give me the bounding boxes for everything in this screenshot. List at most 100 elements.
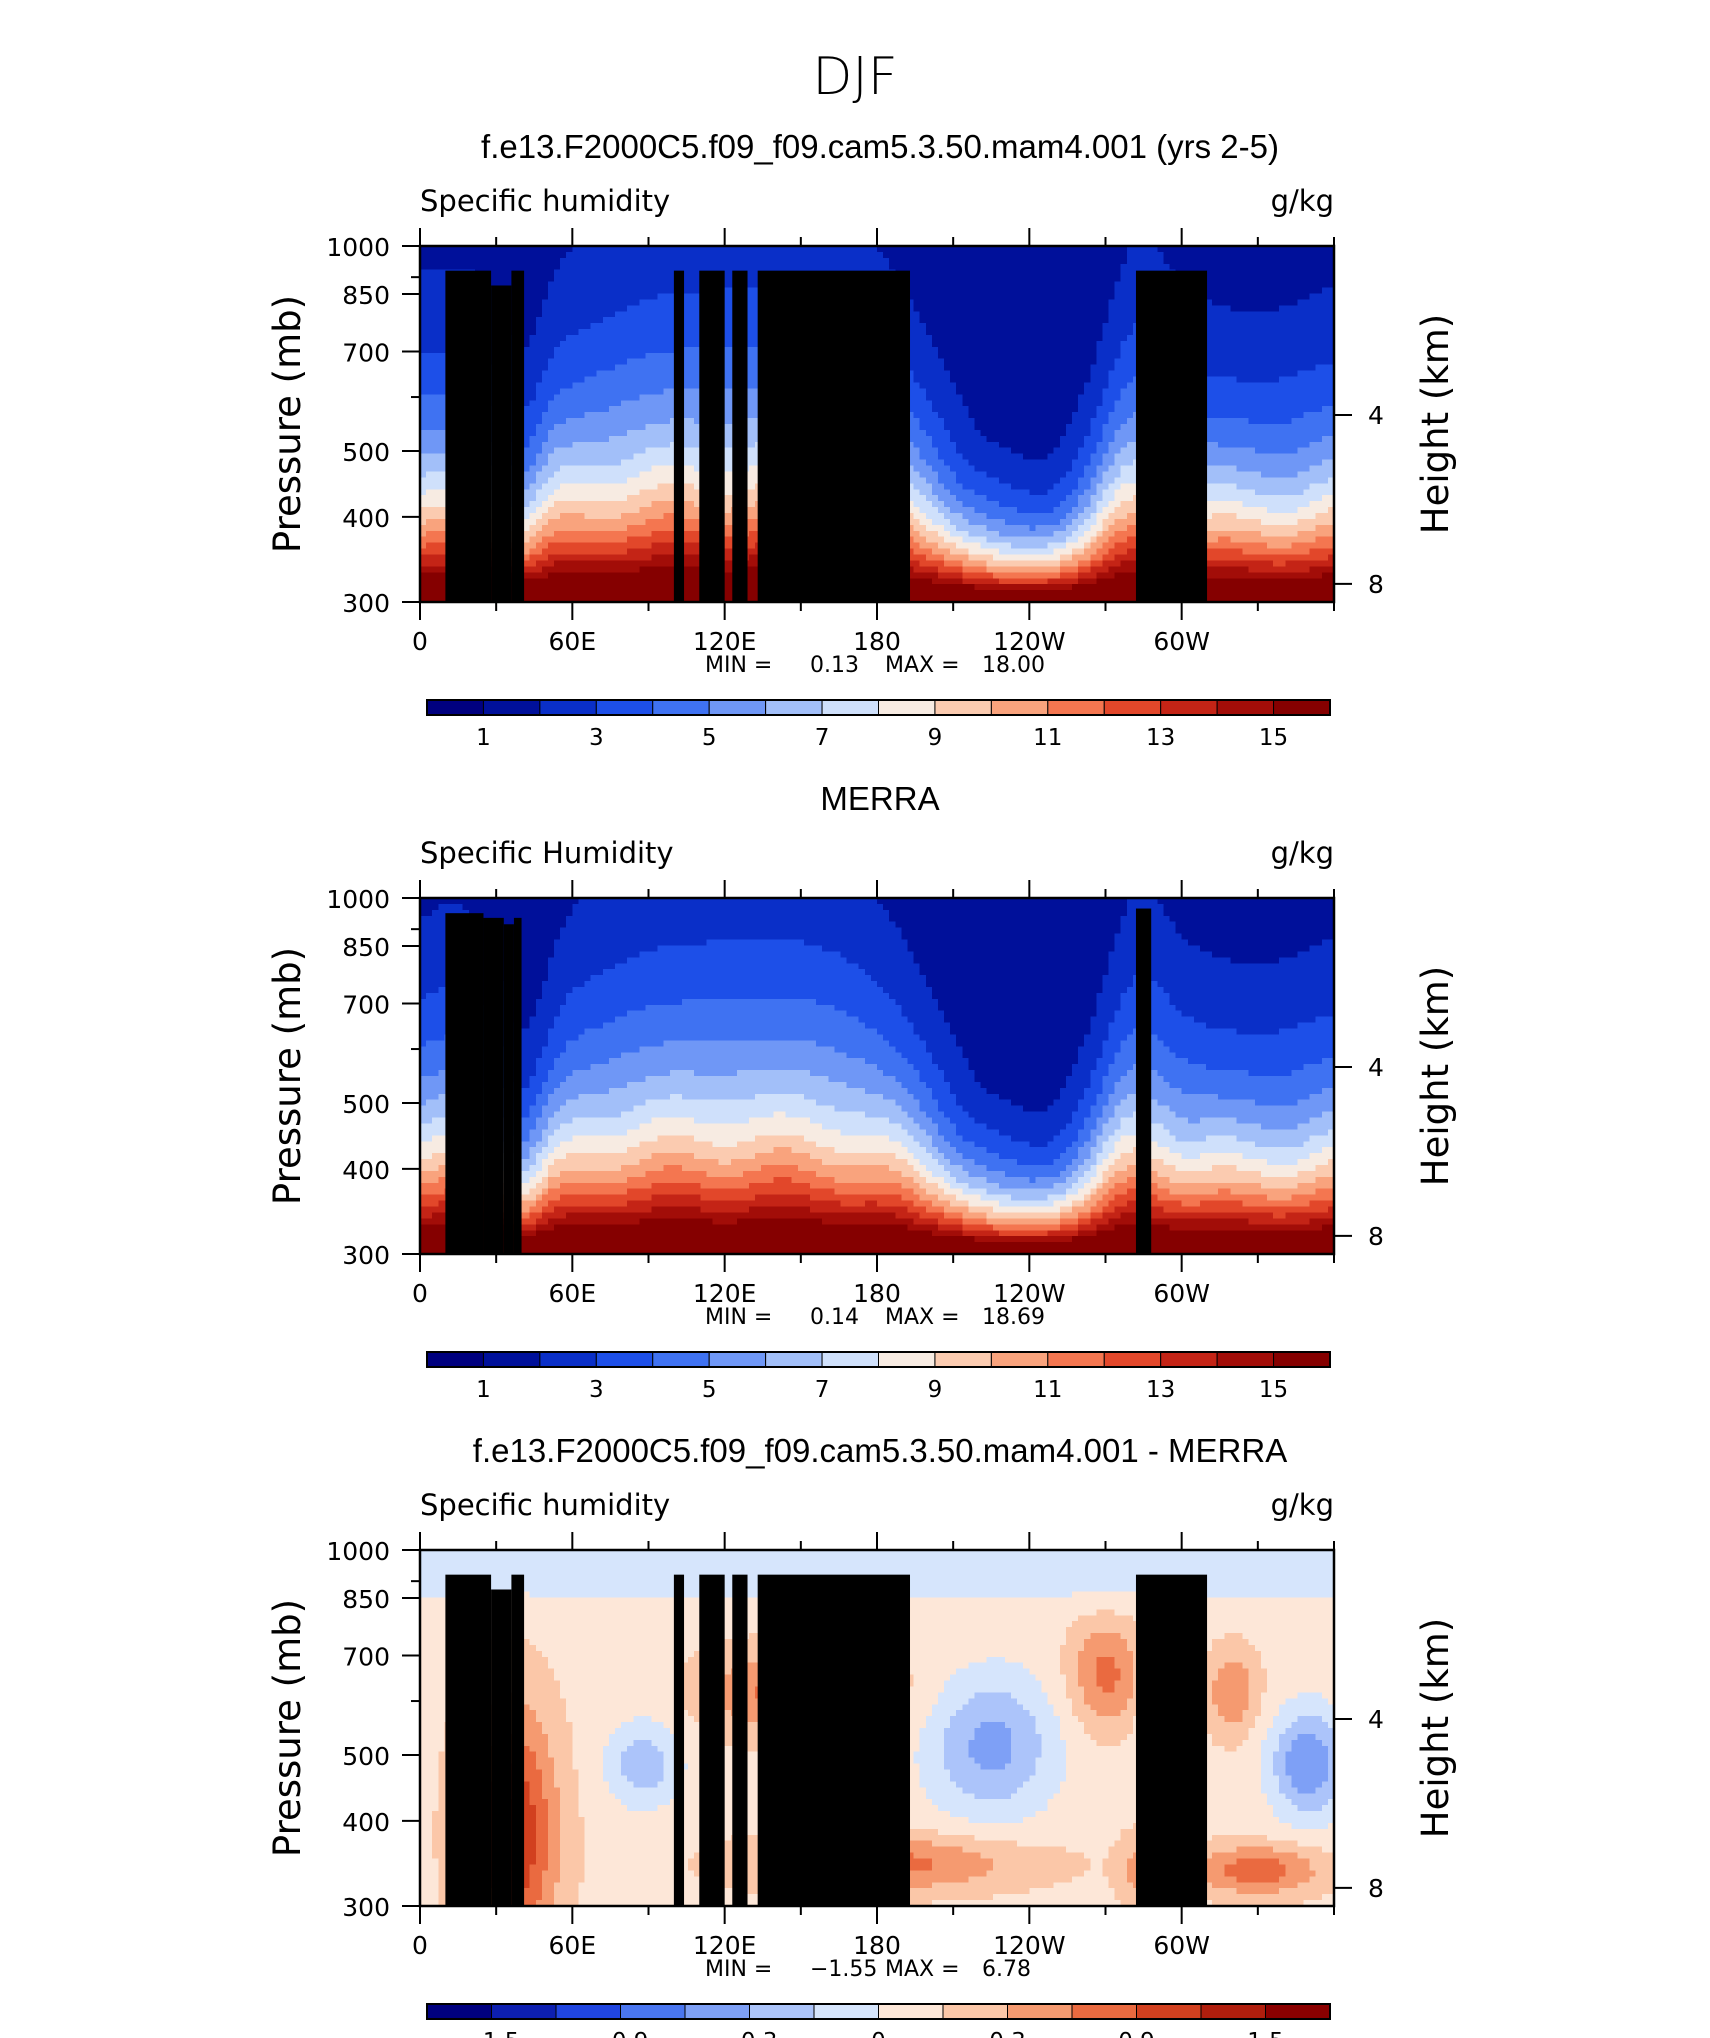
- contour-cell: [1096, 299, 1103, 306]
- contour-cell: [560, 282, 567, 289]
- contour-cell: [572, 264, 579, 271]
- contour-cell: [962, 264, 969, 271]
- contour-cell: [530, 305, 537, 312]
- contour-cell: [749, 299, 756, 306]
- contour-cell: [1322, 270, 1329, 277]
- contour-cell: [974, 264, 981, 271]
- contour-cell: [1121, 282, 1128, 289]
- contour-cell: [1035, 258, 1042, 265]
- contour-cell: [438, 288, 445, 295]
- contour-cell: [536, 276, 543, 283]
- contour-cell: [536, 305, 543, 312]
- contour-cell: [1017, 258, 1024, 265]
- contour-cell: [944, 282, 951, 289]
- contour-cell: [1237, 258, 1244, 265]
- contour-cell: [1127, 288, 1134, 295]
- contour-cell: [438, 264, 445, 271]
- contour-cell: [1090, 258, 1097, 265]
- contour-cell: [981, 293, 988, 300]
- contour-cell: [438, 276, 445, 283]
- contour-cell: [639, 258, 646, 265]
- contour-cell: [962, 293, 969, 300]
- contour-cell: [1109, 264, 1116, 271]
- contour-cell: [743, 258, 750, 265]
- contour-cell: [1109, 293, 1116, 300]
- contour-cell: [1249, 264, 1256, 271]
- contour-cell: [1072, 264, 1079, 271]
- contour-cell: [463, 264, 470, 271]
- contour-cell: [999, 282, 1006, 289]
- contour-cell: [1023, 293, 1030, 300]
- contour-cell: [1212, 270, 1219, 277]
- contour-cell: [1285, 293, 1292, 300]
- contour-cell: [578, 258, 585, 265]
- contour-cell: [1273, 252, 1280, 259]
- contour-cell: [981, 258, 988, 265]
- contour-cell: [572, 270, 579, 277]
- contour-cell: [450, 258, 457, 265]
- contour-cell: [578, 276, 585, 283]
- contour-cell: [1322, 258, 1329, 265]
- contour-cell: [1115, 282, 1122, 289]
- contour-cell: [1261, 282, 1268, 289]
- contour-cell: [542, 299, 549, 306]
- contour-cell: [1072, 288, 1079, 295]
- contour-cell: [950, 258, 957, 265]
- contour-cell: [548, 252, 555, 259]
- contour-cell: [1017, 270, 1024, 277]
- contour-cell: [1304, 299, 1311, 306]
- contour-cell: [920, 252, 927, 259]
- contour-cell: [1304, 252, 1311, 259]
- contour-cell: [1115, 252, 1122, 259]
- contour-cell: [798, 252, 805, 259]
- contour-cell: [1273, 270, 1280, 277]
- contour-cell: [585, 258, 592, 265]
- contour-cell: [1212, 252, 1219, 259]
- contour-cell: [1048, 264, 1055, 271]
- contour-cell: [706, 264, 713, 271]
- contour-cell: [901, 264, 908, 271]
- contour-cell: [444, 252, 451, 259]
- contour-cell: [968, 264, 975, 271]
- contour-cell: [1023, 288, 1030, 295]
- contour-cell: [1243, 258, 1250, 265]
- contour-cell: [1109, 288, 1116, 295]
- contour-cell: [987, 264, 994, 271]
- contour-cell: [548, 258, 555, 265]
- contour-cell: [664, 282, 671, 289]
- contour-cell: [1102, 264, 1109, 271]
- contour-cell: [938, 276, 945, 283]
- contour-cell: [1224, 270, 1231, 277]
- contour-cell: [1096, 282, 1103, 289]
- contour-cell: [1285, 282, 1292, 289]
- contour-cell: [1316, 288, 1323, 295]
- contour-cell: [1291, 264, 1298, 271]
- contour-cell: [1316, 276, 1323, 283]
- contour-cell: [968, 258, 975, 265]
- figure-title: DJF: [812, 47, 897, 107]
- contour-cell: [627, 264, 634, 271]
- contour-cell: [987, 293, 994, 300]
- contour-cell: [1084, 288, 1091, 295]
- contour-cell: [572, 288, 579, 295]
- contour-cell: [621, 282, 628, 289]
- contour-cell: [633, 270, 640, 277]
- contour-cell: [712, 258, 719, 265]
- contour-cell: [591, 258, 598, 265]
- contour-cell: [1316, 299, 1323, 306]
- contour-cell: [548, 305, 555, 312]
- contour-cell: [1176, 252, 1183, 259]
- contour-cell: [1023, 270, 1030, 277]
- contour-cell: [572, 252, 579, 259]
- contour-cell: [603, 288, 610, 295]
- contour-cell: [853, 258, 860, 265]
- contour-cell: [1096, 293, 1103, 300]
- contour-cell: [578, 282, 585, 289]
- contour-cell: [1072, 282, 1079, 289]
- contour-cell: [1279, 282, 1286, 289]
- contour-cell: [542, 264, 549, 271]
- contour-cell: [944, 264, 951, 271]
- contour-cell: [1084, 282, 1091, 289]
- contour-cell: [1023, 276, 1030, 283]
- contour-cell: [639, 293, 646, 300]
